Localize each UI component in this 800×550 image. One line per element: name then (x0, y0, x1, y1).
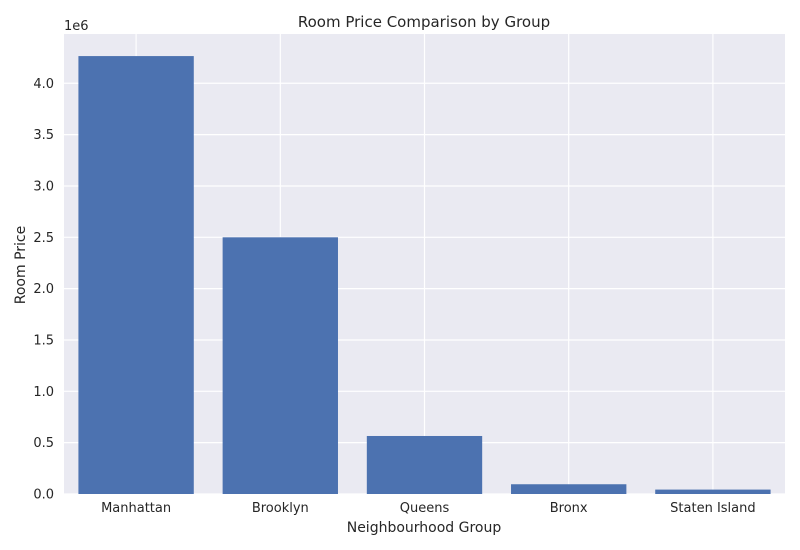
x-tick-label: Bronx (550, 501, 588, 516)
y-tick-label: 2.0 (33, 282, 54, 297)
x-axis-label: Neighbourhood Group (347, 520, 502, 536)
y-tick-label: 4.0 (33, 77, 54, 92)
y-tick-label: 0.0 (33, 488, 54, 503)
y-tick-label: 2.5 (33, 231, 54, 246)
y-tick-label: 3.0 (33, 179, 54, 194)
x-tick-labels: Manhattan Brooklyn Queens Bronx Staten Islan… (101, 501, 756, 516)
y-axis-offset-label: 1e6 (64, 19, 89, 34)
x-tick-label: Manhattan (101, 501, 171, 516)
bar-brooklyn (222, 237, 338, 494)
x-tick-label: Staten Island (670, 501, 755, 516)
x-tick-label: Queens (400, 501, 450, 516)
x-tick-label: Brooklyn (252, 501, 309, 516)
y-tick-label: 1.0 (33, 385, 54, 400)
bars (78, 56, 771, 494)
y-tick-label: 0.5 (33, 436, 54, 451)
chart-title: Room Price Comparison by Group (298, 13, 550, 31)
y-axis-label: Room Price (13, 226, 29, 304)
bar-bronx (511, 484, 627, 494)
bar-queens (366, 435, 483, 494)
y-tick-label: 3.5 (33, 128, 54, 143)
bar-manhattan (78, 56, 194, 494)
y-tick-label: 1.5 (33, 333, 54, 348)
y-tick-labels: 0.0 0.5 1.0 1.5 2.0 2.5 3.0 3.5 4.0 (33, 77, 54, 503)
bar-staten-island (655, 489, 771, 494)
